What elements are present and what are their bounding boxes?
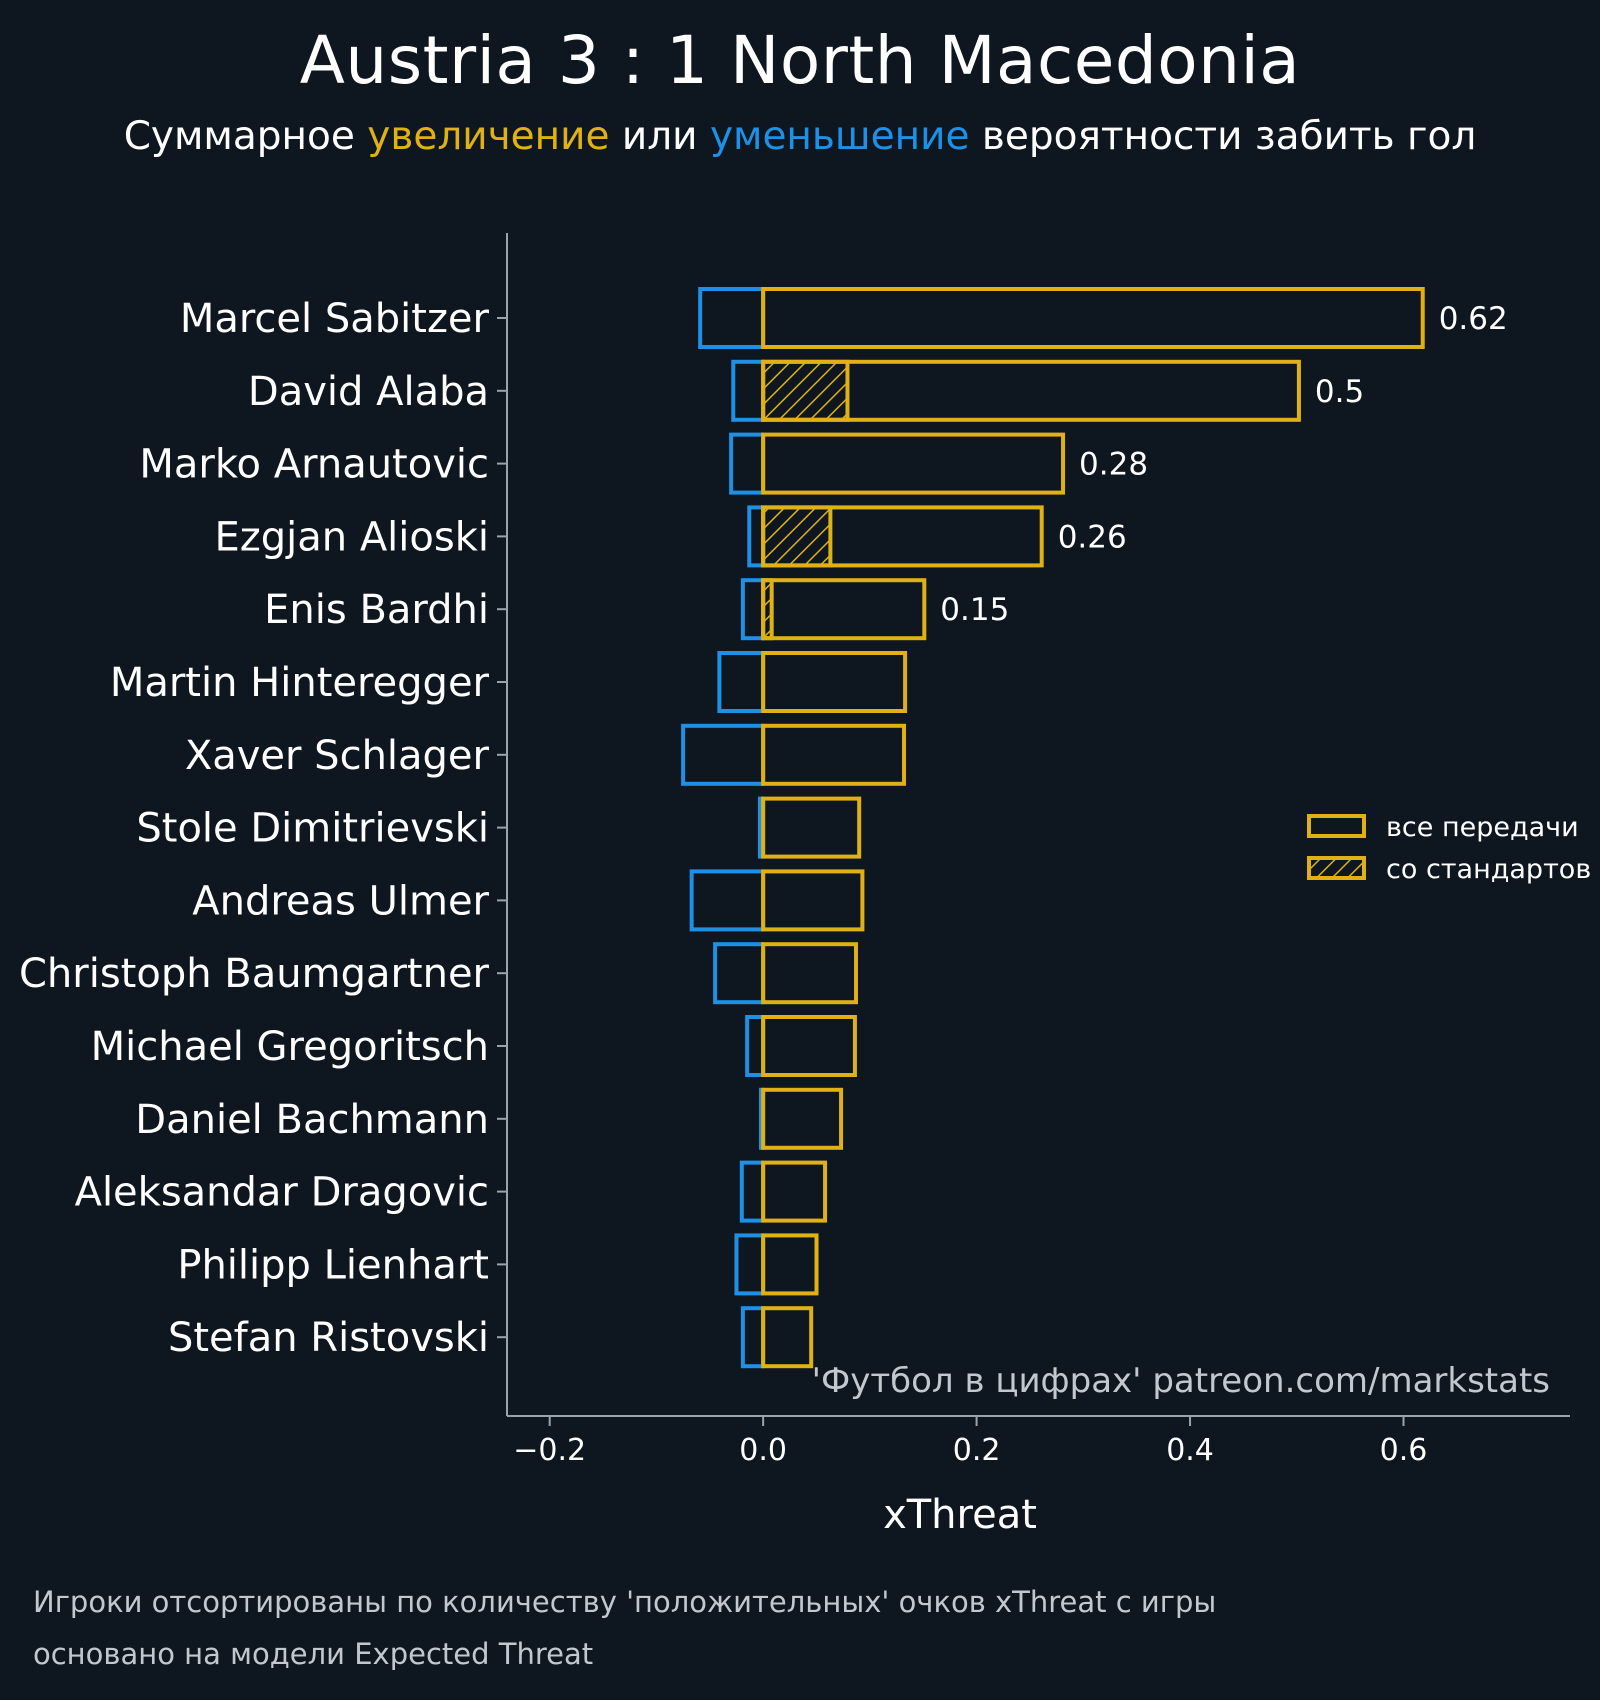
positive-bar: [761, 651, 908, 713]
subtitle-decrease-word: уменьшение: [709, 114, 970, 159]
positive-bar: [761, 942, 858, 1005]
negative-bar: [745, 1015, 766, 1077]
positive-bar: [761, 723, 907, 786]
player-label: Marcel Sabitzer: [180, 296, 490, 342]
player-label: Marko Arnautovic: [139, 442, 489, 488]
player-label: Martin Hinteregger: [110, 660, 490, 706]
chart-subtitle: Суммарное увеличение или уменьшение веро…: [0, 114, 1600, 159]
subtitle-suffix: вероятности забить гол: [981, 114, 1477, 159]
value-label: 0.5: [1315, 374, 1364, 410]
player-label: Stole Dimitrievski: [136, 806, 489, 852]
player-label: Stefan Ristovski: [168, 1315, 489, 1361]
player-label: Philipp Lienhart: [177, 1242, 489, 1288]
positive-bar: [761, 1087, 844, 1150]
negative-bar: [731, 359, 766, 422]
set-piece-bar: [761, 359, 850, 422]
legend-label-all: все передачи: [1386, 812, 1579, 843]
positive-bar: [761, 1015, 857, 1077]
negative-bar: [689, 869, 766, 932]
negative-bar: [747, 505, 766, 568]
negative-bar: [681, 723, 766, 786]
x-tick-label: 0.0: [739, 1433, 787, 1468]
player-label: Aleksandar Dragovic: [75, 1170, 489, 1216]
legend-label-set-pieces: со стандартов: [1386, 854, 1591, 885]
x-axis-label: xThreat: [883, 1492, 1037, 1538]
positive-bar: [761, 287, 1425, 349]
negative-bar: [734, 1233, 766, 1296]
negative-bar: [739, 1160, 766, 1223]
positive-bar: [761, 1306, 814, 1369]
player-label: Enis Bardhi: [264, 587, 489, 633]
x-tick-label: 0.6: [1380, 1433, 1428, 1468]
positive-bar: [761, 578, 927, 641]
legend-swatch-set-pieces: [1307, 856, 1366, 880]
footer-model-note: основано на модели Expected Threat: [33, 1637, 594, 1671]
negative-bar: [698, 287, 766, 349]
positive-bar: [761, 869, 865, 932]
negative-bar: [713, 942, 766, 1005]
value-label: 0.28: [1079, 447, 1148, 483]
player-label: Christoph Baumgartner: [19, 951, 490, 997]
positive-bar: [761, 796, 862, 859]
positive-bar: [761, 432, 1066, 495]
subtitle-increase-word: увеличение: [367, 114, 610, 159]
player-label: Andreas Ulmer: [192, 878, 489, 924]
chart-title: Austria 3 : 1 North Macedonia: [299, 22, 1301, 99]
footer-note: Игроки отсортированы по количеству 'поло…: [33, 1585, 1217, 1619]
value-label: 0.62: [1439, 301, 1508, 337]
x-tick-label: 0.4: [1166, 1433, 1214, 1468]
x-tick-label: −0.2: [513, 1433, 586, 1468]
positive-bar: [761, 505, 1044, 568]
legend: все передачи со стандартов: [1307, 812, 1591, 885]
player-label: Michael Gregoritsch: [91, 1024, 489, 1070]
x-tick-label: 0.2: [953, 1433, 1001, 1468]
value-label: 0.26: [1058, 519, 1127, 555]
watermark-text: 'Футбол в цифрах' patreon.com/markstats: [812, 1361, 1550, 1401]
player-label: David Alaba: [248, 369, 489, 415]
player-label: Daniel Bachmann: [135, 1097, 489, 1143]
negative-bar: [740, 578, 766, 641]
positive-bar: [761, 359, 1301, 422]
subtitle-prefix: Суммарное: [123, 114, 355, 159]
player-label: Xaver Schlager: [185, 733, 490, 779]
negative-bar: [740, 1306, 766, 1369]
positive-bar: [761, 1233, 819, 1296]
player-label: Ezgjan Alioski: [214, 514, 489, 560]
negative-bar: [729, 432, 766, 495]
value-label: 0.15: [940, 592, 1009, 628]
subtitle-middle: или: [621, 114, 698, 159]
legend-swatch-all: [1307, 814, 1366, 838]
set-piece-bar: [761, 505, 833, 568]
negative-bar: [717, 651, 766, 713]
positive-bar: [761, 1160, 828, 1223]
